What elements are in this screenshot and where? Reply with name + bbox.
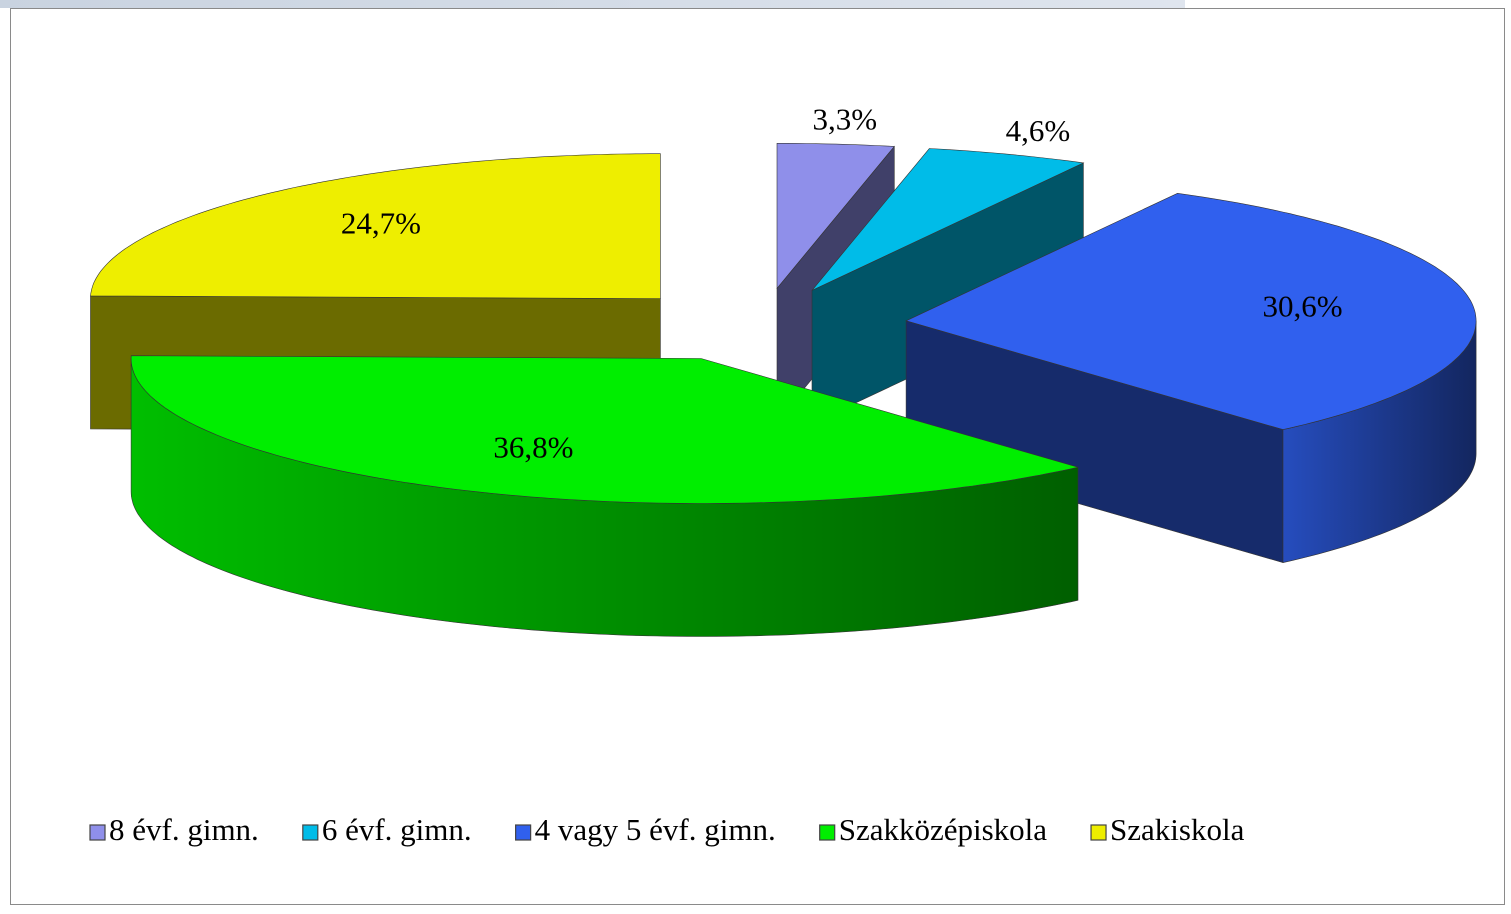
slice-top bbox=[130, 355, 1079, 504]
slice-top bbox=[776, 143, 895, 290]
legend-swatch bbox=[819, 824, 836, 841]
legend-swatch bbox=[302, 824, 319, 841]
data-label: 36,8% bbox=[493, 430, 573, 465]
data-label: 30,6% bbox=[1262, 288, 1342, 323]
legend-swatch bbox=[515, 824, 532, 841]
legend-swatch bbox=[1090, 824, 1107, 841]
slices bbox=[90, 143, 1477, 637]
legend-label: 4 vagy 5 évf. gimn. bbox=[535, 812, 776, 847]
slice-top bbox=[90, 153, 661, 300]
legend-label: Szakközépiskola bbox=[839, 812, 1048, 847]
data-labels: 3,3% 4,6% 30,6% 36,8% 24,7% bbox=[341, 102, 1343, 465]
window-bar bbox=[0, 0, 1185, 8]
data-label: 24,7% bbox=[341, 205, 421, 240]
data-label: 3,3% bbox=[813, 102, 878, 137]
legend-label: Szakiskola bbox=[1110, 812, 1245, 847]
slice-top bbox=[905, 192, 1477, 430]
legend-swatch bbox=[89, 824, 106, 841]
legend-label: 6 évf. gimn. bbox=[322, 812, 472, 847]
legend-label: 8 évf. gimn. bbox=[109, 812, 259, 847]
legend: 8 évf. gimn. 6 évf. gimn. 4 vagy 5 évf. gi… bbox=[89, 812, 1245, 847]
slice-top bbox=[811, 148, 1085, 291]
data-label: 4,6% bbox=[1006, 113, 1071, 148]
